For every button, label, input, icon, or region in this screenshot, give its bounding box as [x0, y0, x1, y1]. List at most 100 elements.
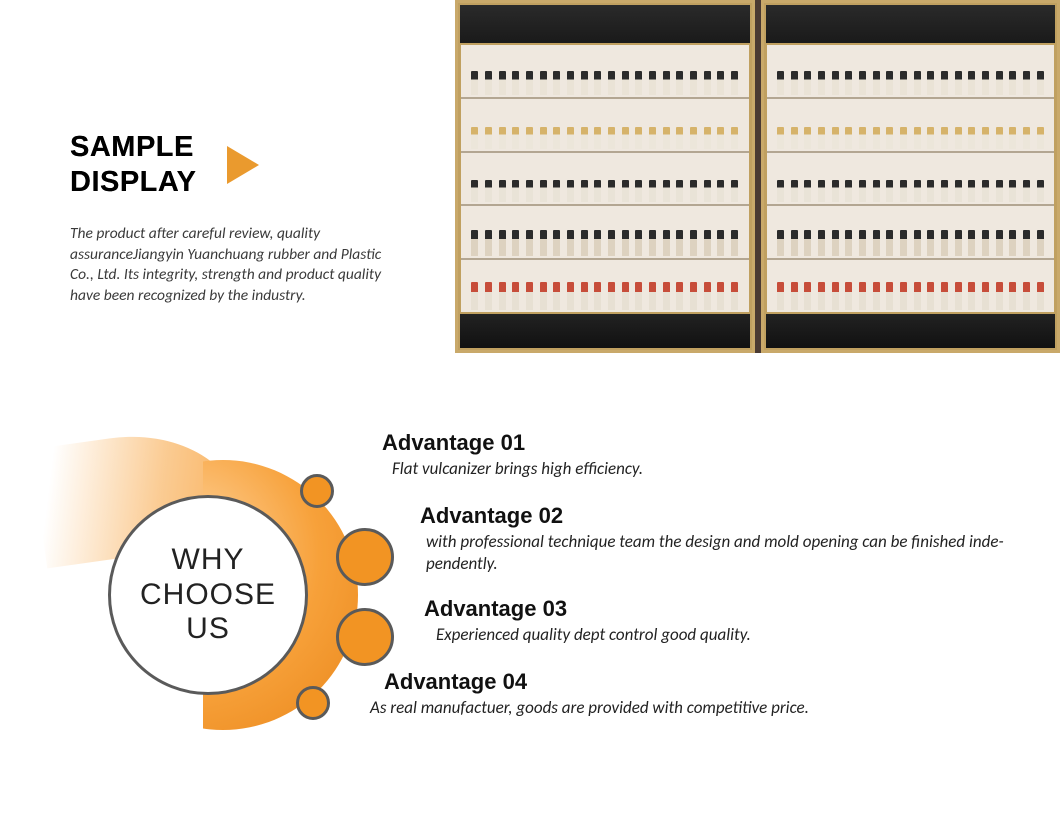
bottle-icon: [622, 180, 629, 202]
bottle-icon: [996, 71, 1003, 95]
graphic-node-4: [296, 686, 330, 720]
advantage-title: Advantage 04: [384, 669, 1042, 695]
bottle-icon: [859, 127, 866, 149]
bottle-icon: [676, 230, 683, 256]
bottle-icon: [859, 282, 866, 310]
advantage-title: Advantage 02: [420, 503, 1042, 529]
advantage-body: As real manufactuer, goods are provided …: [370, 697, 1042, 718]
why-text: WHY CHOOSE US: [140, 543, 276, 647]
cabinet-unit: [761, 0, 1060, 353]
bottle-icon: [982, 282, 989, 310]
bottle-icon: [649, 230, 656, 256]
bottle-icon: [845, 282, 852, 310]
why-line2: CHOOSE: [140, 578, 276, 611]
bottle-icon: [941, 71, 948, 95]
bottle-icon: [717, 180, 724, 202]
bottle-icon: [982, 71, 989, 95]
bottle-icon: [996, 230, 1003, 256]
bottle-icon: [900, 180, 907, 202]
sample-display-section: SAMPLE DISPLAY The product after careful…: [0, 0, 1060, 360]
bottle-icon: [1009, 180, 1016, 202]
sample-title-row: SAMPLE DISPLAY: [70, 130, 410, 200]
bottle-icon: [1023, 230, 1030, 256]
bottle-icon: [777, 230, 784, 256]
bottle-icon: [635, 71, 642, 95]
advantage-body: Experienced quality dept control good qu…: [436, 624, 1042, 645]
advantage-item-4: Advantage 04 As real manufactuer, goods …: [384, 669, 1042, 718]
bottle-icon: [622, 127, 629, 149]
bottle-icon: [818, 230, 825, 256]
bottle-icon: [485, 180, 492, 202]
bottle-icon: [968, 230, 975, 256]
bottle-icon: [886, 71, 893, 95]
bottle-icon: [1037, 71, 1044, 95]
bottle-icon: [1037, 230, 1044, 256]
cabinet-footer: [458, 312, 752, 350]
bottle-icon: [526, 282, 533, 310]
bottle-icon: [471, 71, 478, 95]
cabinet-unit: [455, 0, 755, 353]
bottle-icon: [731, 71, 738, 95]
bottle-icon: [982, 180, 989, 202]
bottle-icon: [567, 71, 574, 95]
bottle-icon: [941, 180, 948, 202]
sample-title-line1: SAMPLE: [70, 131, 194, 163]
bottle-icon: [955, 230, 962, 256]
bottle-icon: [955, 71, 962, 95]
bottle-icon: [649, 180, 656, 202]
bottle-icon: [622, 282, 629, 310]
bottle-icon: [485, 230, 492, 256]
cabinet-shelf: [767, 99, 1055, 153]
bottle-icon: [635, 282, 642, 310]
bottle-icon: [777, 282, 784, 310]
bottle-icon: [1009, 230, 1016, 256]
bottle-icon: [485, 282, 492, 310]
bottle-icon: [594, 282, 601, 310]
bottle-icon: [804, 230, 811, 256]
bottle-icon: [608, 127, 615, 149]
advantage-body: with professional technique team the des…: [426, 531, 1016, 574]
bottle-icon: [540, 230, 547, 256]
bottle-icon: [690, 127, 697, 149]
bottle-icon: [581, 282, 588, 310]
cabinet-shelf: [461, 206, 749, 260]
bottle-icon: [526, 230, 533, 256]
bottle-icon: [512, 180, 519, 202]
bottle-icon: [485, 127, 492, 149]
bottle-icon: [553, 230, 560, 256]
bottle-icon: [553, 71, 560, 95]
cabinet-footer: [764, 312, 1058, 350]
bottle-icon: [1023, 180, 1030, 202]
bottle-icon: [731, 230, 738, 256]
bottle-icon: [1009, 282, 1016, 310]
bottle-icon: [512, 71, 519, 95]
bottle-icon: [704, 282, 711, 310]
bottle-icon: [791, 282, 798, 310]
bottle-icon: [649, 127, 656, 149]
why-ring: WHY CHOOSE US: [108, 495, 308, 695]
bottle-icon: [663, 127, 670, 149]
bottle-icon: [635, 127, 642, 149]
bottle-icon: [1023, 282, 1030, 310]
bottle-icon: [968, 127, 975, 149]
bottle-icon: [594, 180, 601, 202]
bottle-icon: [886, 282, 893, 310]
bottle-icon: [499, 230, 506, 256]
bottle-icon: [512, 127, 519, 149]
bottle-icon: [1037, 180, 1044, 202]
cabinet-shelf: [767, 45, 1055, 99]
graphic-node-1: [300, 474, 334, 508]
bottle-icon: [704, 127, 711, 149]
cabinet-shelf: [767, 206, 1055, 260]
bottle-icon: [594, 71, 601, 95]
bottle-icon: [791, 180, 798, 202]
bottle-icon: [622, 230, 629, 256]
bottle-icon: [1037, 282, 1044, 310]
sample-title-line2: DISPLAY: [70, 166, 197, 198]
bottle-icon: [818, 71, 825, 95]
bottle-icon: [914, 282, 921, 310]
bottle-icon: [982, 230, 989, 256]
bottle-icon: [704, 230, 711, 256]
bottle-icon: [608, 180, 615, 202]
bottle-icon: [873, 282, 880, 310]
